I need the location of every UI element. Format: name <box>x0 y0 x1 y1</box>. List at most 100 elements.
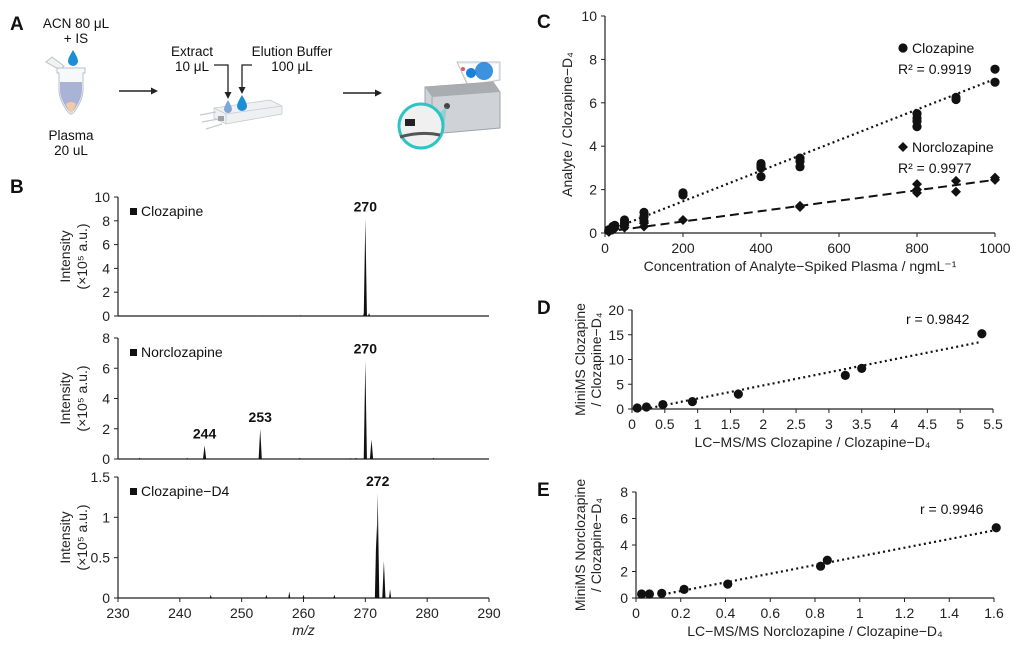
data-point <box>641 402 652 412</box>
x-tick-label: 1.5 <box>721 416 741 432</box>
y-tick-label: 1 <box>102 509 110 525</box>
panel-letter-d: D <box>537 298 551 319</box>
tube-cap-icon <box>45 56 65 71</box>
buffer-arrowhead-icon <box>238 87 246 94</box>
y-tick-label: 20 <box>608 302 624 318</box>
y-tick-label: 10 <box>94 189 110 205</box>
extract-label-line1: Extract <box>171 44 213 59</box>
data-point <box>679 584 689 594</box>
x-tick-label: 0.4 <box>716 605 736 621</box>
data-point-norclozapine <box>678 214 688 225</box>
data-point-clozapine <box>990 77 1000 87</box>
data-point-norclozapine <box>912 179 922 190</box>
spectrum-peak <box>202 445 207 459</box>
spectrum-peak <box>363 218 367 316</box>
y-tick-label: 10 <box>581 8 597 24</box>
peak-label: 270 <box>354 198 378 214</box>
clozapine-correlation-chart: D 0 5 10 15 20 0 0.5 1 1.5 2 2.5 3 3.5 4 4.5 5 5.5 LC−MS/… <box>537 298 1003 450</box>
data-point <box>723 579 733 589</box>
data-point-clozapine <box>990 64 1000 74</box>
x-tick-label: 5 <box>956 416 964 432</box>
data-point-norclozapine <box>639 218 649 229</box>
spectrum-peak <box>265 594 268 598</box>
y-axis-label-line2: / Clozapine−D₄ <box>588 498 604 592</box>
y-tick-label: 0 <box>589 225 597 241</box>
spectrum-peak <box>432 457 435 459</box>
x-tick-label: 0.8 <box>805 605 825 621</box>
y-tick-label: 8 <box>102 213 110 229</box>
x-tick-label: 1.2 <box>895 605 915 621</box>
x-tick-label: 5.5 <box>983 416 1003 432</box>
legend-swatch <box>130 208 137 215</box>
data-point-norclozapine <box>990 172 1000 183</box>
legend-swatch <box>130 349 137 356</box>
x-tick-label: 230 <box>106 605 130 621</box>
x-axis-label: Concentration of Analyte−Spiked Plasma /… <box>644 258 957 274</box>
extract-droplet-icon <box>224 100 232 113</box>
x-tick-label: 0 <box>601 240 609 256</box>
y-tick-label: 2 <box>589 182 597 198</box>
norclozapine-correlation-chart: E 0 2 4 6 8 0 0.2 0.4 0.6 0.8 1 1.2 1.4 1.6 LC−MS/MS N… <box>537 479 1004 639</box>
x-axis-label: LC−MS/MS Clozapine / Clozapine−D₄ <box>694 434 930 450</box>
x-tick-label: 400 <box>749 240 773 256</box>
correlation-annotation: r = 0.9842 <box>906 311 970 327</box>
spectrum-peak <box>369 439 374 459</box>
y-axis-label: MiniMS Norclozapine <box>572 479 588 611</box>
y-tick-label: 0 <box>102 451 110 467</box>
y-tick-label: 4 <box>102 260 110 276</box>
y-tick-label: 6 <box>102 237 110 253</box>
y-axis-label: Intensity <box>57 230 73 282</box>
spectrum-peak <box>389 589 392 598</box>
extract-arrowhead-icon <box>224 92 232 99</box>
y-axis-unit-label: (×10⁵ a.u.) <box>74 223 90 289</box>
data-point-clozapine <box>756 158 766 169</box>
panel-b: B <box>10 177 24 198</box>
data-point <box>644 589 655 599</box>
reagent-label-line1: ACN 80 μL <box>43 16 110 31</box>
legend-label: Clozapine <box>141 203 203 219</box>
spectrum-peak <box>186 457 189 459</box>
data-point-norclozapine <box>609 223 620 234</box>
x-tick-label: 1.4 <box>940 605 960 621</box>
y-tick-label: 6 <box>620 511 628 527</box>
data-point <box>977 329 987 339</box>
x-tick-label: 240 <box>168 605 192 621</box>
y-axis-label: Analyte / Clozapine−D₄ <box>559 52 575 197</box>
data-point-clozapine <box>678 188 688 198</box>
data-point <box>815 561 826 571</box>
spectrum-peak <box>363 360 367 459</box>
y-tick-label: 15 <box>608 327 624 343</box>
calibration-chart: C 0 2 4 6 8 10 0 200 400 600 800 1000 Concentration … <box>537 8 1011 274</box>
x-tick-label: 4.5 <box>918 416 938 432</box>
y-tick-label: 8 <box>102 330 110 346</box>
panel-letter-e: E <box>537 480 550 501</box>
data-point-norclozapine <box>951 186 961 197</box>
legend-label: Norclozapine <box>141 344 223 360</box>
buffer-label-line2: 100 μL <box>271 59 313 74</box>
data-point-norclozapine <box>619 220 630 231</box>
data-point <box>733 389 743 399</box>
x-axis-label: m/z <box>292 622 315 638</box>
y-axis-label: Intensity <box>57 511 73 563</box>
y-tick-label: 2 <box>102 284 110 300</box>
data-point <box>658 399 668 410</box>
data-point <box>657 588 667 598</box>
x-tick-label: 0 <box>628 416 636 432</box>
x-tick-label: 200 <box>671 240 695 256</box>
y-tick-label: 8 <box>620 484 628 500</box>
x-tick-label: 1000 <box>979 240 1010 256</box>
spectrum-peak <box>363 312 366 316</box>
reagent-label-line2: + IS <box>64 31 88 46</box>
legend-marker-clozapine <box>898 43 908 53</box>
microtube-icon <box>56 67 86 115</box>
panel-a: A ACN 80 μL + IS Plasma 20 uL Extract 10… <box>10 14 501 158</box>
spectrum-peak <box>302 594 305 598</box>
sample-label-line1: Plasma <box>48 128 94 143</box>
x-tick-label: 1.6 <box>984 605 1004 621</box>
y-tick-label: 0 <box>620 590 628 606</box>
spectrum-peak <box>258 428 262 459</box>
buffer-pointer-arrow-icon <box>241 64 252 88</box>
data-point <box>857 363 867 374</box>
spectrum-peak <box>298 457 301 459</box>
extract-pointer-arrow-icon <box>214 64 229 93</box>
